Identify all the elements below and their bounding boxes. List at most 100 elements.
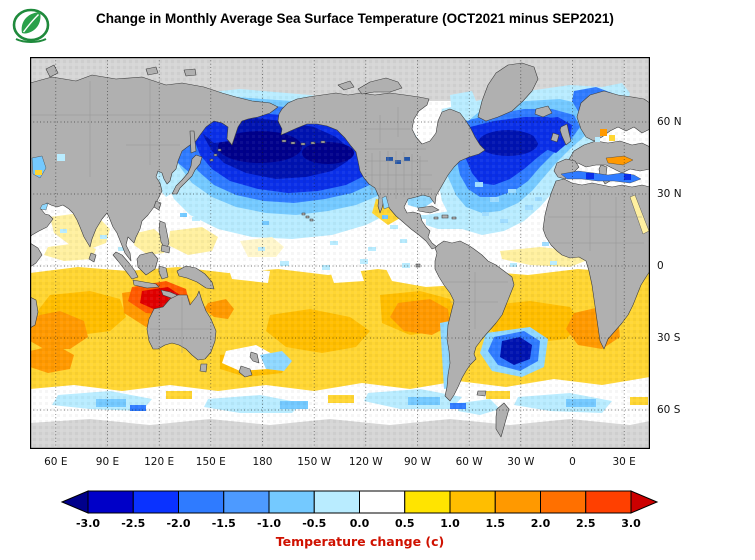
land-antarctic-peninsula	[495, 402, 510, 438]
land-arctic-islands	[357, 77, 403, 95]
colorbar-tick-label: -1.0	[256, 517, 282, 530]
map-border	[30, 57, 650, 449]
lat-label: 60 S	[657, 404, 681, 416]
gulf-of-california	[381, 195, 390, 210]
land-novaya-zemlya	[45, 64, 59, 78]
colorbar-segment	[449, 490, 496, 514]
lon-label: 120 W	[348, 456, 383, 468]
land-new-guinea	[176, 265, 215, 290]
colorbar-tick-label: -0.5	[302, 517, 327, 530]
aral-sea	[57, 154, 65, 161]
black-sea	[605, 155, 634, 166]
political-borders-layer	[30, 79, 644, 353]
colorbar-title: Temperature change (c)	[275, 534, 445, 549]
grid-layer	[30, 57, 650, 449]
colorbar-tick-label: 0.5	[395, 517, 415, 530]
caspian-south	[35, 170, 42, 175]
land-borneo	[136, 251, 159, 276]
colorbar-arrow-right	[630, 490, 659, 514]
colorbar-segment	[359, 490, 406, 514]
lat-label: 30 S	[657, 332, 681, 344]
colorbar-segment	[178, 490, 225, 514]
colorbar-arrow-left	[60, 490, 89, 514]
lon-label: 30 E	[612, 456, 636, 468]
land-sri-lanka	[88, 252, 97, 263]
lon-label: 60 E	[44, 456, 68, 468]
mediterranean-dark-1	[586, 173, 594, 179]
colorbar-tick-label: 0.0	[349, 517, 370, 530]
colorbar-tick-label: 1.0	[440, 517, 460, 530]
land-eurasia	[29, 74, 279, 262]
land-jamaica	[433, 216, 439, 220]
colorbar-tick-label: 2.5	[576, 517, 596, 530]
colorbar-segment	[313, 490, 360, 514]
land-greenland	[477, 62, 539, 122]
land-uk	[559, 123, 572, 146]
lon-label: 90 E	[95, 456, 120, 468]
land-sumatra	[112, 251, 139, 280]
colorbar-tick-label: 3.0	[621, 517, 641, 530]
lon-label: 150 W	[297, 456, 332, 468]
lon-label: 30 W	[507, 456, 535, 468]
lon-label: 120 E	[144, 456, 175, 468]
land-cuba	[417, 205, 440, 214]
organization-logo-graphic	[12, 8, 50, 43]
land-falklands	[476, 390, 487, 397]
land-kuril-islands	[209, 148, 222, 162]
colorbar-segment	[585, 490, 632, 514]
baltic-spot-3	[595, 137, 600, 142]
colorbar-segment	[223, 490, 270, 514]
colorbar-tick-label: -2.0	[166, 517, 191, 530]
lon-label: 150 E	[195, 456, 226, 468]
lon-label: 180	[252, 456, 273, 468]
inland-seas-layer	[31, 129, 650, 235]
land-sulawesi	[158, 265, 169, 280]
persian-gulf	[39, 202, 49, 211]
land-sakhalin	[189, 130, 197, 154]
lon-label: 90 W	[403, 456, 432, 468]
chart-title: Change in Monthly Average Sea Surface Te…	[96, 11, 614, 26]
land-north-america	[277, 92, 486, 250]
great-lakes	[386, 157, 410, 164]
colorbar-segment	[87, 490, 134, 514]
lon-label: 0	[569, 456, 576, 468]
land-new-zealand-south	[238, 365, 253, 378]
colorbar-tick-label: -3.0	[75, 517, 101, 530]
baltic-spot-1	[600, 129, 607, 136]
colorbar-tick-label: 1.5	[485, 517, 506, 530]
colorbar-segment	[404, 490, 451, 514]
colorbar-tick-label: 2.0	[530, 517, 551, 530]
lat-label: 30 N	[657, 188, 682, 200]
lon-label: 60 W	[455, 456, 483, 468]
colorbar-segment	[268, 490, 315, 514]
colorbar-tick-label: -1.5	[211, 517, 236, 530]
land-hispaniola	[441, 214, 449, 219]
land-aleutian-islands	[281, 139, 326, 146]
land-siberian-islands	[145, 66, 159, 76]
land-africa	[542, 178, 651, 350]
colorbar-tick-label: -2.5	[121, 517, 146, 530]
land-puerto-rico	[451, 216, 457, 220]
baltic-spot-2	[609, 135, 615, 141]
colorbar-scale	[60, 490, 659, 514]
land-java	[132, 279, 160, 289]
land-layer	[29, 62, 651, 438]
map-canvas	[29, 57, 651, 449]
colorbar-segment	[540, 490, 587, 514]
lat-label: 0	[657, 260, 664, 272]
land-new-zealand-north	[249, 351, 260, 364]
land-arctic-islands-2	[337, 80, 355, 91]
land-siberian-islands-2	[183, 68, 197, 77]
sst-map	[29, 57, 651, 449]
land-ireland	[550, 132, 560, 143]
land-south-america	[434, 240, 515, 402]
land-tasmania	[199, 363, 208, 373]
land-iceland	[534, 105, 553, 118]
organization-logo	[8, 3, 54, 49]
land-mindanao	[160, 244, 171, 254]
colorbar-segment	[494, 490, 541, 514]
mediterranean-dark-2	[624, 174, 631, 180]
land-galapagos	[415, 263, 421, 268]
colorbar-segment	[132, 490, 179, 514]
